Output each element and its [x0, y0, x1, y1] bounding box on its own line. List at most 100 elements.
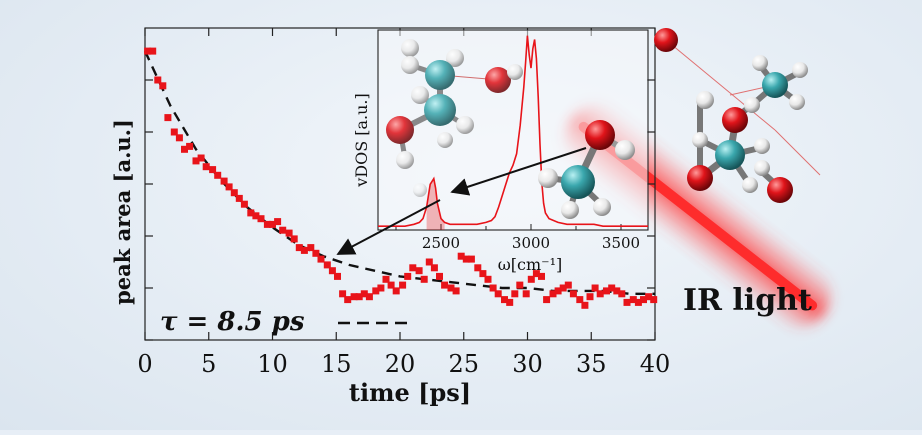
data-point	[186, 142, 194, 150]
oxygen-atom	[386, 116, 414, 144]
data-point	[164, 114, 172, 122]
data-point	[300, 246, 308, 254]
data-point	[650, 296, 658, 304]
data-point	[522, 290, 530, 298]
data-point	[175, 134, 183, 142]
data-point	[447, 284, 455, 292]
hydrogen-atom	[437, 132, 453, 148]
data-point	[569, 290, 577, 298]
carbon-atom	[762, 72, 788, 98]
data-point	[365, 293, 373, 301]
data-point	[501, 296, 508, 304]
hydrogen-atom	[456, 116, 474, 134]
data-point	[392, 287, 400, 295]
arrow-molecule-to-peak	[450, 147, 587, 196]
data-point	[603, 287, 610, 295]
data-point	[634, 298, 642, 306]
data-point	[274, 218, 282, 226]
data-point	[623, 298, 631, 306]
data-point	[214, 171, 222, 179]
data-point	[323, 261, 331, 269]
x-tick-label: 5	[201, 350, 216, 378]
data-point	[225, 183, 233, 191]
inset-x-tick-label: 2500	[422, 234, 460, 252]
x-tick-label: 0	[137, 350, 152, 378]
hydrogen-atom	[561, 201, 579, 219]
x-tick-label: 15	[321, 350, 352, 378]
data-point	[591, 284, 599, 292]
data-point	[307, 244, 315, 252]
ir-light-label: IR light	[683, 283, 812, 318]
data-point	[613, 287, 621, 295]
inset-spectrum-line	[378, 35, 648, 227]
data-point	[467, 255, 475, 263]
data-point	[257, 215, 265, 223]
data-point	[154, 76, 162, 84]
tau-annotation: τ = 8.5 ps	[160, 307, 305, 337]
data-point	[420, 275, 428, 283]
data-point	[494, 290, 502, 298]
data-point	[596, 290, 604, 298]
data-point	[247, 209, 255, 217]
data-point	[430, 264, 438, 272]
data-point	[159, 82, 167, 90]
data-point	[581, 301, 589, 309]
data-point	[377, 284, 385, 292]
x-tick-label: 20	[385, 350, 416, 378]
hydrogen-atom	[413, 183, 427, 197]
data-point	[209, 166, 217, 174]
x-tick-label: 30	[512, 350, 543, 378]
data-point	[576, 296, 584, 304]
hydrogen-atom	[593, 198, 611, 216]
data-point	[457, 252, 465, 260]
hydrogen-atom	[752, 55, 768, 71]
x-axis-label: time [ps]	[349, 378, 471, 407]
data-point	[279, 226, 287, 234]
data-point	[474, 264, 482, 272]
data-point	[564, 281, 572, 289]
x-tick-label: 25	[448, 350, 479, 378]
data-point	[629, 296, 637, 304]
hydrogen-atom	[401, 56, 419, 74]
data-point	[290, 235, 298, 243]
data-point	[425, 258, 433, 266]
data-point	[252, 212, 260, 220]
inset-x-tick-label: 3000	[512, 234, 550, 252]
hydrogen-atom	[538, 168, 558, 188]
data-point	[240, 200, 248, 208]
data-point	[355, 293, 363, 301]
data-point	[263, 220, 271, 228]
hydrogen-atom	[742, 177, 758, 193]
data-point	[618, 290, 626, 298]
inset-tick-labels: 2500 3000 3500	[422, 234, 640, 252]
data-point	[506, 298, 514, 306]
hydrogen-atom	[696, 91, 714, 109]
data-point	[511, 290, 519, 298]
hydrogen-atom	[792, 62, 808, 78]
carbon-atom	[561, 165, 595, 199]
data-point	[516, 281, 524, 289]
hydrogen-atom	[401, 39, 419, 57]
carbon-atom	[424, 94, 456, 126]
data-point	[489, 284, 497, 292]
data-point	[269, 220, 276, 228]
data-point	[192, 157, 200, 165]
data-point	[202, 163, 210, 171]
data-point	[462, 255, 470, 263]
data-point	[334, 272, 341, 280]
hydrogen-atom	[789, 94, 805, 110]
data-point	[181, 145, 188, 153]
oxygen-atom	[585, 120, 615, 150]
right-molecules	[654, 28, 821, 203]
data-point	[372, 287, 380, 295]
x-tick-label: 40	[640, 350, 671, 378]
inset-y-axis-label: vDOS [a.u.]	[352, 93, 371, 188]
data-point	[149, 47, 157, 55]
data-point	[415, 267, 423, 275]
hydrogen-atom	[446, 49, 464, 67]
data-point	[527, 275, 535, 283]
y-axis-label: peak area [a.u.]	[110, 119, 135, 305]
data-point	[344, 296, 352, 304]
oxygen-atom	[722, 107, 748, 133]
